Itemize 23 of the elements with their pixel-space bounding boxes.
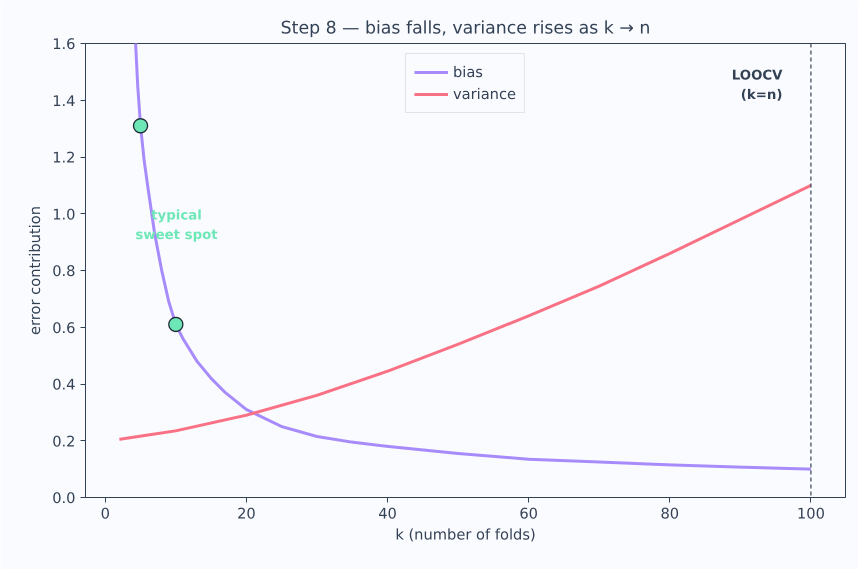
legend-label: bias — [452, 64, 483, 80]
y-tick-label: 0.4 — [52, 376, 76, 394]
y-tick-label: 1.4 — [52, 92, 76, 110]
x-tick-label: 20 — [237, 506, 256, 522]
y-tick-label: 0.6 — [52, 320, 76, 337]
y-tick-label: 1.2 — [52, 150, 76, 166]
y-tick-label: 1.6 — [52, 36, 76, 53]
x-tick-label: 60 — [519, 506, 538, 522]
annotation: LOOCV (k=n) — [732, 68, 784, 103]
y-tick-label: 0.2 — [52, 433, 76, 450]
line-series — [134, 44, 812, 471]
y-tick-label: 0.8 — [52, 263, 76, 280]
x-tick-label: 80 — [660, 506, 680, 522]
x-tick-label: 40 — [378, 506, 397, 522]
legend-label: variance — [452, 86, 516, 102]
x-tick-label: 0 — [100, 506, 110, 522]
chart-title: Step 8 — bias falls, variance rises as k → n — [280, 18, 650, 38]
x-tick-label: 100 — [796, 506, 825, 522]
y-tick-label: 1.0 — [52, 206, 76, 224]
y-tick-label: 0.0 — [52, 490, 76, 507]
line-series — [118, 184, 812, 441]
x-axis-title: k (number of folds) — [395, 526, 536, 544]
y-axis-title: error contribution — [27, 206, 44, 335]
